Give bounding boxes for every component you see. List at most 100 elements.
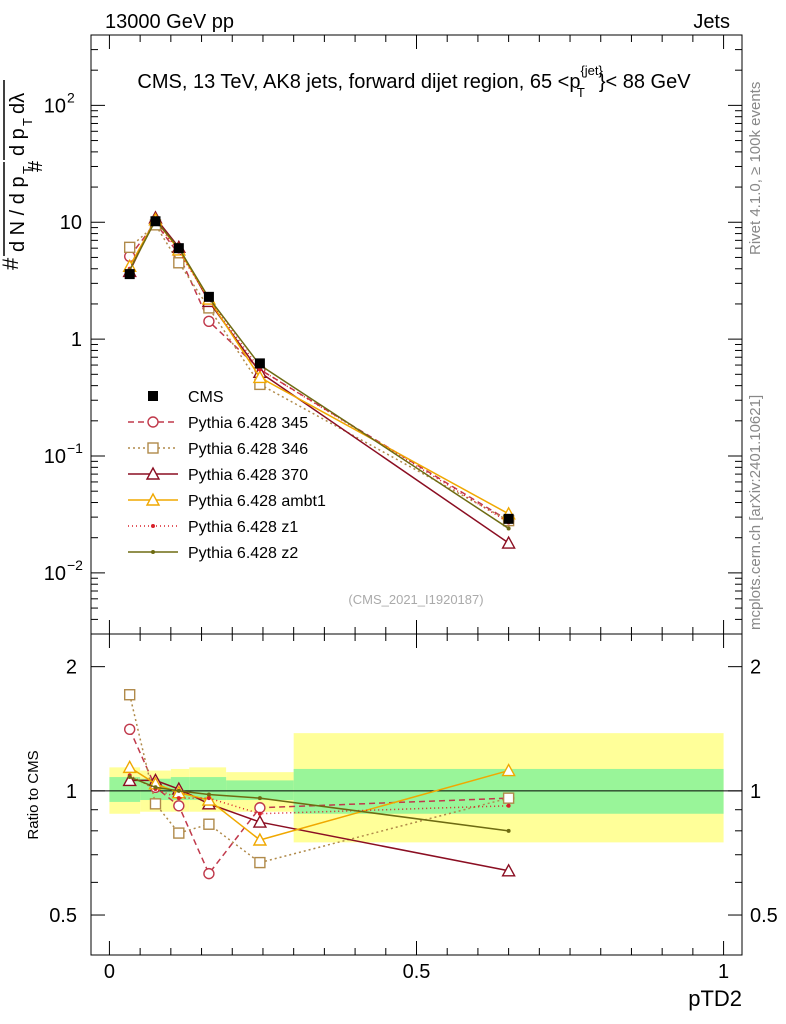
ratio-tick-label-left: 0.5 <box>49 905 77 927</box>
ratio-point-z2 <box>257 796 262 801</box>
point-p345 <box>203 315 215 328</box>
legend-marker-p345 <box>147 416 159 428</box>
point-z1 <box>257 367 262 372</box>
ratio-point-p346 <box>203 818 215 830</box>
x-tick-label: 0.5 <box>403 961 431 983</box>
plot-title: CMS, 13 TeV, AK8 jets, forward dijet reg… <box>137 63 691 100</box>
point-cms <box>150 216 161 227</box>
ratio-tick-label-right: 0.5 <box>750 905 778 927</box>
legend-entry-z2: Pythia 6.428 z2 <box>128 545 298 562</box>
point-p346 <box>123 241 136 254</box>
ratio-point-z1 <box>257 811 262 816</box>
legend-label-z2: Pythia 6.428 z2 <box>188 545 298 562</box>
legend-marker-z1 <box>151 524 155 528</box>
legend-marker-p346 <box>147 442 159 454</box>
ratio-bands <box>109 733 724 843</box>
legend-entry-ambt1: Pythia 6.428 ambt1 <box>128 492 326 510</box>
ratio-line-p346 <box>128 694 509 864</box>
ratio-series-z2 <box>127 775 511 833</box>
legend-label-p370: Pythia 6.428 370 <box>188 467 308 484</box>
svg-text:#: # <box>0 257 23 270</box>
ratio-point-ambt1 <box>122 759 137 774</box>
ratio-point-p370 <box>501 863 516 877</box>
ratio-point-z2 <box>127 775 132 780</box>
main-series <box>122 210 516 549</box>
legend-label-z1: Pythia 6.428 z1 <box>188 519 298 536</box>
ratio-point-p346 <box>173 827 185 839</box>
x-tick-labels: 0 0.5 1 <box>104 961 729 983</box>
point-cms <box>254 358 265 369</box>
ratio-tick-label-right: 2 <box>750 657 761 679</box>
x-tick-label: 1 <box>718 961 729 983</box>
point-cms <box>203 291 214 302</box>
ratio-point-p346 <box>149 798 162 810</box>
ratio-point-p346 <box>502 792 515 804</box>
legend-marker-ambt1 <box>145 492 161 506</box>
svg-text:1: 1 <box>0 206 3 218</box>
ratio-point-z1 <box>206 796 211 801</box>
ratio-y-tick-labels: 0.5 0.5 1 1 2 2 <box>49 657 778 927</box>
ratio-tick-label-left: 1 <box>66 781 77 803</box>
point-cms <box>173 243 184 254</box>
ratio-point-ambt1 <box>252 832 268 846</box>
ratio-axis-title: Ratio to CMS <box>25 750 42 839</box>
svg-text:#: # <box>25 160 47 172</box>
y-tick-label: 10 <box>44 95 66 117</box>
legend-label-p346: Pythia 6.428 346 <box>188 441 308 458</box>
legend-entry-z1: Pythia 6.428 z1 <box>128 519 298 536</box>
legend-label-p345: Pythia 6.428 345 <box>188 415 308 432</box>
y-axis-title: # d N / d p T # d p T dλ 1 d²N <box>0 80 47 270</box>
y-tick-label-exponent: 2 <box>67 89 75 105</box>
band-inner <box>226 780 294 801</box>
main-axis-ticks <box>91 34 742 635</box>
ratio-point-p346 <box>123 689 136 701</box>
point-cms <box>124 269 135 280</box>
legend-entry-p370: Pythia 6.428 370 <box>128 466 308 484</box>
legend-label-ambt1: Pythia 6.428 ambt1 <box>188 493 326 510</box>
header-left: 13000 GeV pp <box>105 11 234 33</box>
ratio-point-p345 <box>254 802 266 814</box>
title-sub: T <box>577 85 585 100</box>
x-tick-label: 0 <box>104 961 115 983</box>
legend-entry-cms: CMS <box>148 389 224 406</box>
analysis-watermark: (CMS_2021_I1920187) <box>348 592 483 607</box>
header-right: Jets <box>693 11 730 33</box>
legend-entry-p346: Pythia 6.428 346 <box>128 441 308 458</box>
ratio-panel: 0.5 0.51 12 2 0 0.5 1 <box>49 633 778 983</box>
ratio-line-z2 <box>129 776 509 832</box>
band-inner <box>109 777 141 802</box>
ratio-series-ambt1 <box>122 759 516 846</box>
ratio-point-z2 <box>176 788 181 793</box>
svg-text:dλ: dλ <box>7 93 29 114</box>
y-tick-label-exponent: −1 <box>67 440 83 456</box>
series-line-p346 <box>129 223 509 522</box>
point-cms <box>503 513 514 524</box>
ratio-point-z1 <box>176 796 181 801</box>
legend-entry-p345: Pythia 6.428 345 <box>128 415 308 432</box>
svg-text:d²N: d²N <box>0 98 3 130</box>
y-tick-label: 10 <box>60 212 82 234</box>
svg-text:T: T <box>20 166 35 174</box>
title-part-1: CMS, 13 TeV, AK8 jets, forward dijet reg… <box>137 71 580 93</box>
rivet-version-label: Rivet 4.1.0, ≥ 100k events <box>747 82 764 255</box>
ratio-point-p346 <box>254 856 266 869</box>
ratio-line-p345 <box>129 728 509 876</box>
ratio-point-p345 <box>123 723 136 735</box>
point-ambt1 <box>252 369 268 384</box>
legend-marker-p370 <box>145 466 161 480</box>
y-tick-label: 10 <box>44 446 66 468</box>
series-cms <box>124 216 514 524</box>
ratio-point-z1 <box>506 803 511 808</box>
ratio-point-p370 <box>122 772 137 787</box>
ratio-series-p346 <box>123 689 515 869</box>
point-z2 <box>506 526 511 531</box>
ratio-series <box>122 689 516 880</box>
ratio-point-z2 <box>206 792 211 797</box>
series-line-p345 <box>129 221 510 522</box>
legend-marker-z2 <box>151 550 155 554</box>
legend-marker-cms <box>148 391 158 401</box>
x-axis-title: pTD2 <box>688 986 742 1011</box>
